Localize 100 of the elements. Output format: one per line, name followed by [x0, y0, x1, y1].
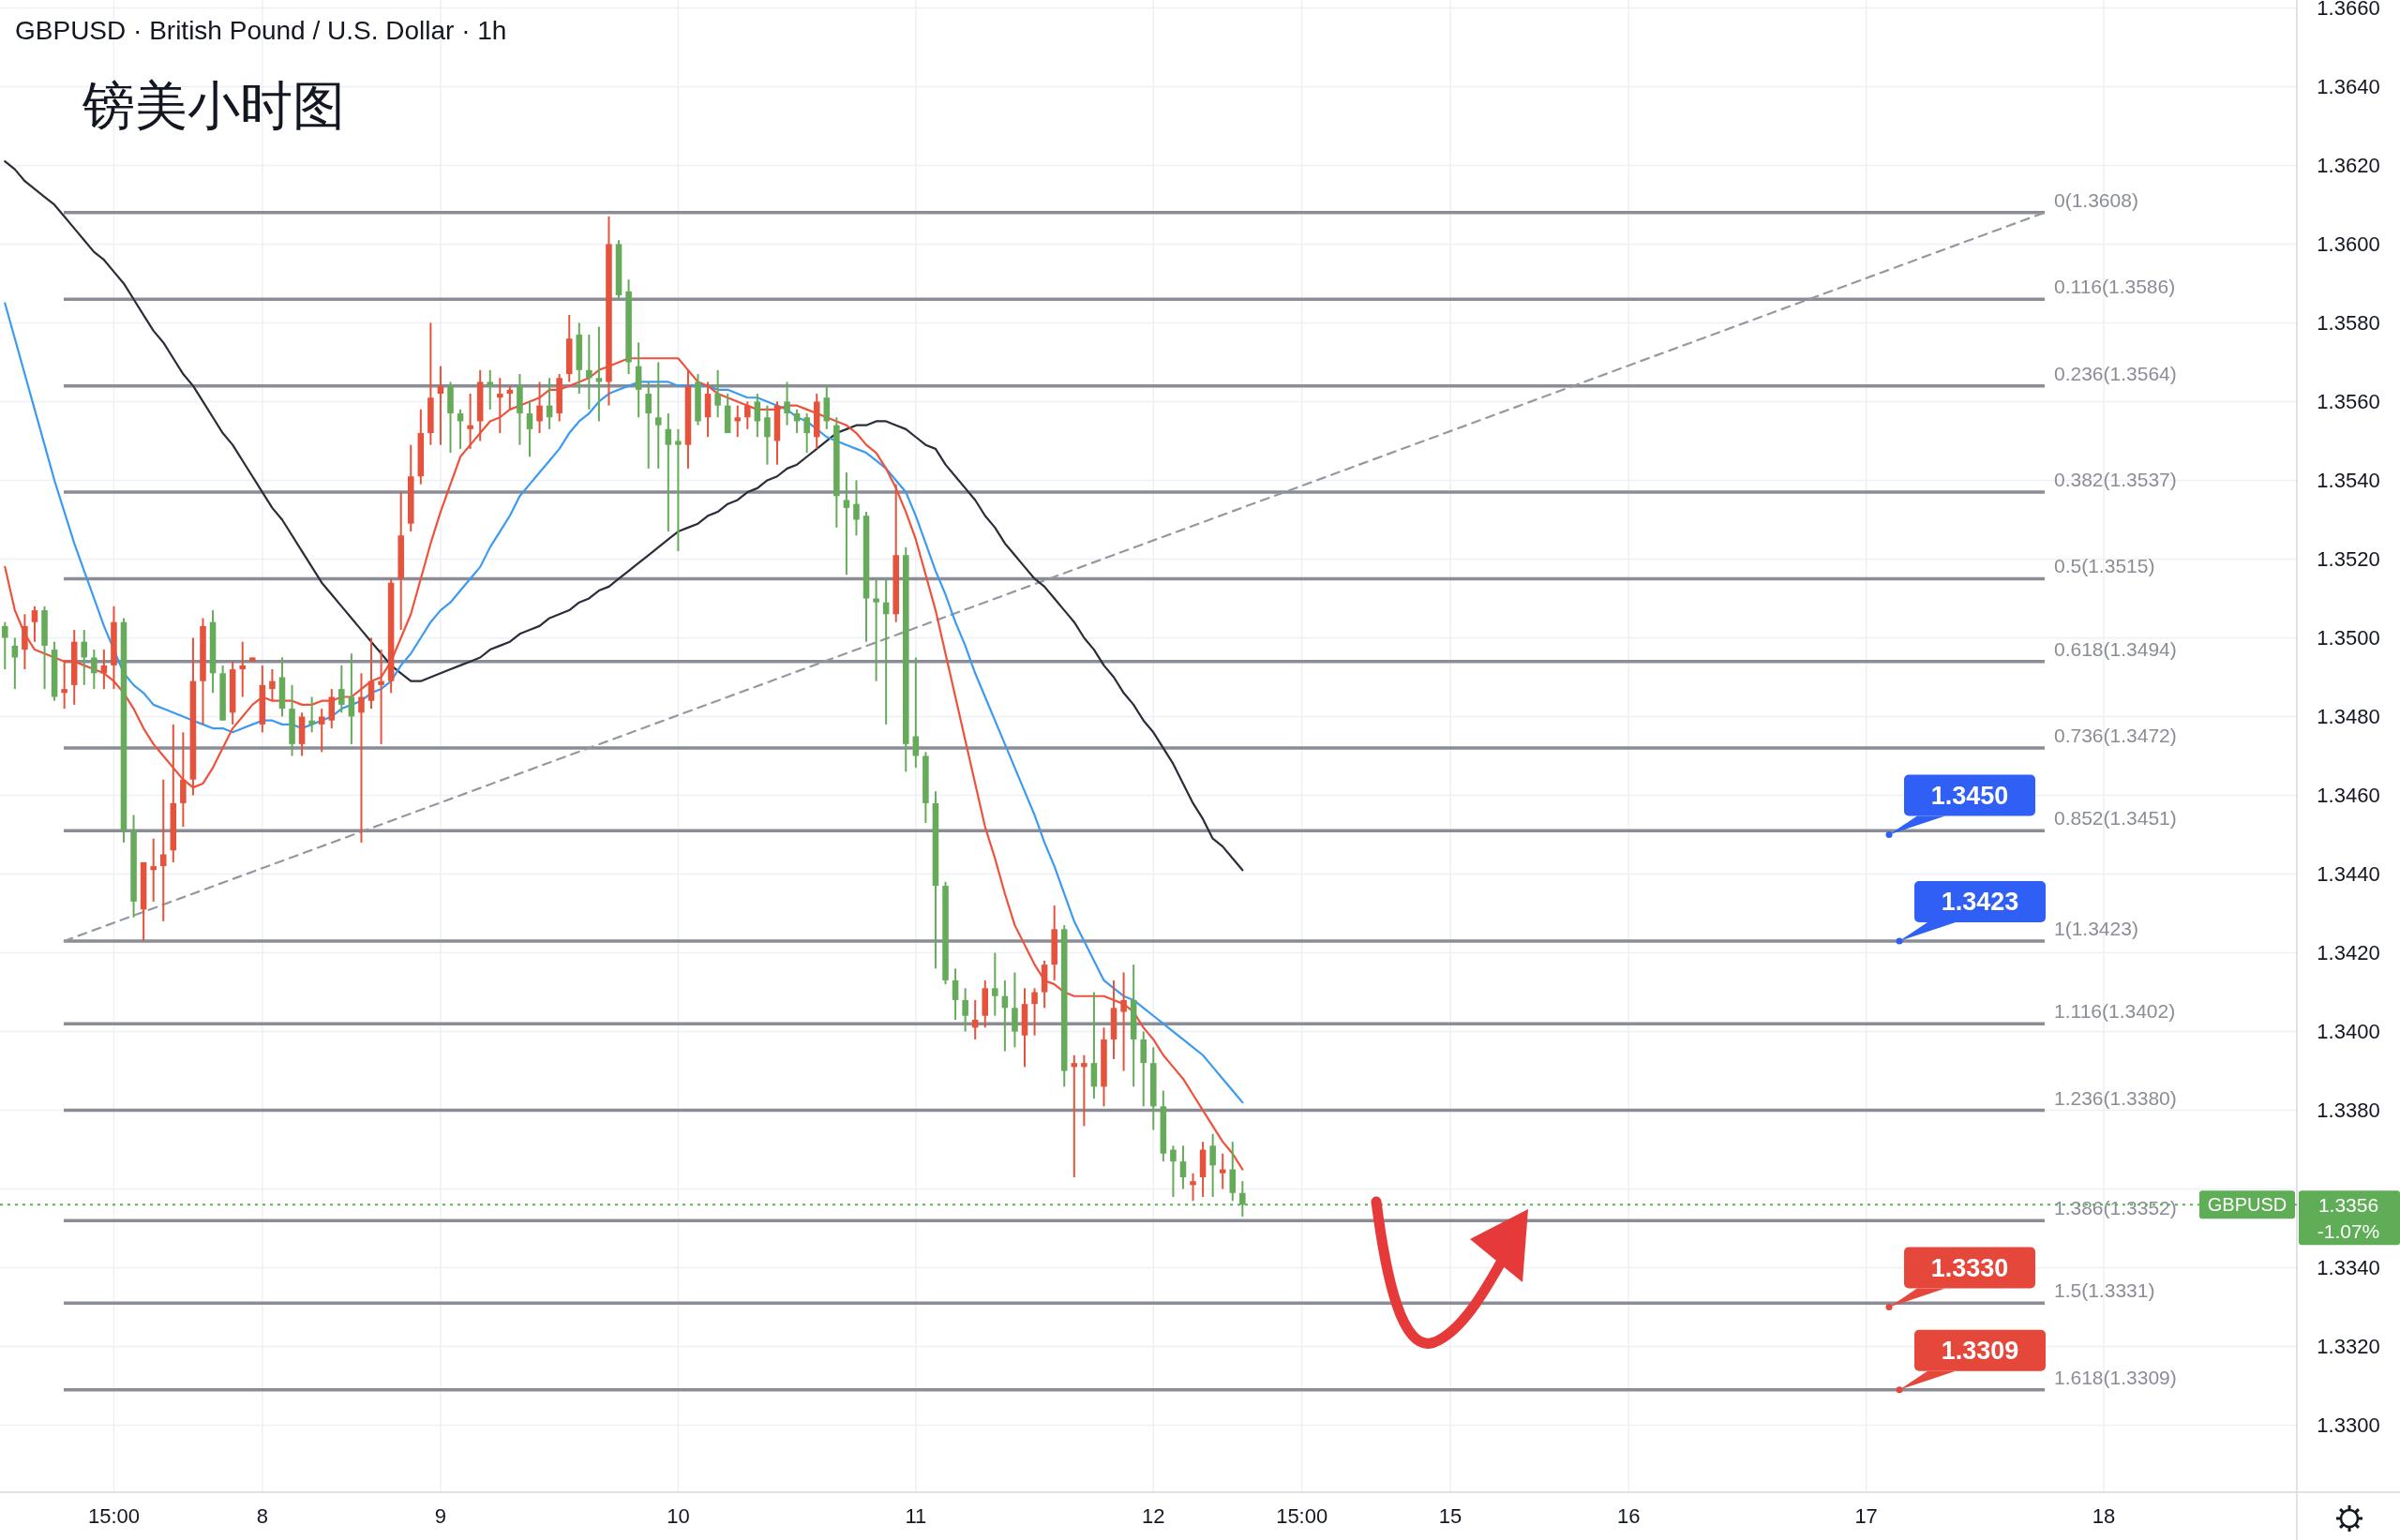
annotation: 1.3309 — [1941, 1336, 2019, 1365]
candlestick — [159, 778, 167, 922]
candlestick — [734, 404, 742, 439]
y-tick-label: 1.3600 — [2317, 232, 2380, 256]
annotation: 1.3330 — [1930, 1253, 2009, 1282]
y-tick-label: 1.3500 — [2317, 625, 2380, 650]
candlestick — [714, 368, 721, 419]
candlestick — [526, 400, 533, 458]
y-tick-label: 1.3520 — [2317, 546, 2380, 571]
candlestick — [1190, 1172, 1196, 1203]
ref-line-label: 1.116(1.3402) — [2054, 1000, 2176, 1023]
ref-line-label: 0.382(1.3537) — [2054, 469, 2177, 491]
y-tick-label: 1.3440 — [2317, 862, 2380, 887]
candlestick — [467, 393, 473, 450]
candlestick — [358, 672, 365, 844]
text: -1.07% — [2317, 1219, 2380, 1242]
y-tick-label: 1.3560 — [2317, 389, 2380, 413]
candlestick — [239, 640, 246, 698]
candlestick — [1170, 1144, 1177, 1198]
x-tick-label: 15:00 — [87, 1504, 140, 1528]
candlestick — [31, 605, 38, 643]
candlestick — [803, 412, 810, 455]
candlestick — [1031, 987, 1038, 1037]
candlestick — [81, 629, 88, 686]
candlestick — [1209, 1132, 1216, 1198]
ref-line-label: 0.736(1.3472) — [2054, 725, 2177, 747]
x-tick-label: 16 — [1616, 1504, 1641, 1528]
candlestick — [497, 377, 503, 435]
x-tick-label: 10 — [667, 1504, 690, 1528]
candlestick — [744, 400, 751, 430]
candlestick — [150, 837, 157, 903]
y-tick-label: 1.3340 — [2317, 1256, 2380, 1280]
ref-line-label: 1.386(1.3352) — [2054, 1197, 2177, 1219]
y-tick-label: 1.3380 — [2317, 1099, 2380, 1123]
candlestick — [754, 393, 761, 439]
candlestick — [912, 656, 920, 770]
candlestick — [962, 987, 968, 1033]
candlestick — [873, 577, 879, 682]
candlestick — [992, 951, 998, 1017]
candlestick — [853, 479, 860, 537]
ref-line-label: GBPUSD — [2207, 1194, 2288, 1216]
text: 镑美小时图 — [82, 76, 345, 135]
candlestick — [318, 708, 325, 754]
ref-line-label: 1(1.3423) — [2054, 917, 2138, 939]
y-tick-label: 1.3660 — [2317, 0, 2380, 20]
candlestick — [91, 649, 98, 691]
x-tick-label: 8 — [256, 1504, 268, 1528]
candlestick — [1120, 971, 1127, 1072]
text: GBPUSD · British Pound / U.S. Dollar · 1h — [15, 16, 507, 45]
ref-line-label: 0.852(1.3451) — [2054, 807, 2177, 830]
y-tick-label: 1.3420 — [2317, 941, 2380, 965]
candlestick — [308, 695, 315, 734]
ref-line-label: 1.618(1.3309) — [2054, 1366, 2177, 1388]
candlestick — [368, 636, 375, 710]
x-tick-label: 15:00 — [1276, 1504, 1328, 1528]
candlestick — [1081, 1054, 1088, 1128]
candlestick — [784, 381, 790, 426]
ref-line-label: 1.236(1.3380) — [2054, 1086, 2177, 1109]
candlestick — [536, 381, 543, 435]
y-tick-label: 1.3480 — [2317, 705, 2380, 728]
ref-line-label: 0.618(1.3494) — [2054, 637, 2177, 660]
ref-line-label: 0.236(1.3564) — [2054, 362, 2177, 384]
candlestick — [645, 381, 652, 470]
y-tick-label: 1.3460 — [2317, 784, 2380, 808]
y-tick-label: 1.3400 — [2317, 1020, 2380, 1044]
y-tick-label: 1.3300 — [2317, 1413, 2380, 1438]
text: 1.3356 — [2318, 1193, 2379, 1216]
y-tick-label: 1.3580 — [2317, 310, 2380, 335]
y-tick-label: 1.3620 — [2317, 153, 2380, 177]
candlestick — [61, 660, 68, 710]
y-tick-label: 1.3320 — [2317, 1335, 2380, 1359]
candlestick — [665, 412, 672, 533]
ref-line-label: 0(1.3608) — [2054, 188, 2138, 211]
candlestick — [487, 368, 494, 411]
candlestick — [338, 664, 345, 714]
candlestick — [952, 967, 959, 1021]
x-tick-label: 12 — [1142, 1504, 1165, 1528]
x-tick-label: 17 — [1854, 1504, 1878, 1528]
candlestick — [843, 471, 850, 576]
x-tick-label: 18 — [2092, 1504, 2116, 1528]
candlestick — [586, 334, 592, 411]
annotation: 1.3450 — [1930, 781, 2009, 810]
candlestick — [378, 649, 384, 745]
x-tick-label: 15 — [1438, 1504, 1462, 1528]
line-series — [4, 160, 1244, 872]
candlestick — [269, 668, 276, 702]
candlestick — [1179, 1144, 1187, 1190]
ref-line-label: 1.5(1.3331) — [2054, 1279, 2155, 1302]
candlestick — [654, 361, 662, 470]
x-tick-label: 11 — [905, 1504, 927, 1528]
ref-line-label: 0.116(1.3586) — [2054, 276, 2176, 298]
y-tick-label: 1.3640 — [2317, 74, 2380, 98]
candlestick — [764, 404, 771, 466]
y-tick-label: 1.3540 — [2317, 468, 2380, 492]
candlestick — [2, 620, 8, 671]
x-tick-label: 9 — [434, 1504, 447, 1528]
annotation: 1.3423 — [1941, 887, 2019, 916]
ref-line-label: 0.5(1.3515) — [2054, 555, 2155, 577]
candlestick — [348, 652, 355, 745]
candlestick — [675, 427, 682, 553]
